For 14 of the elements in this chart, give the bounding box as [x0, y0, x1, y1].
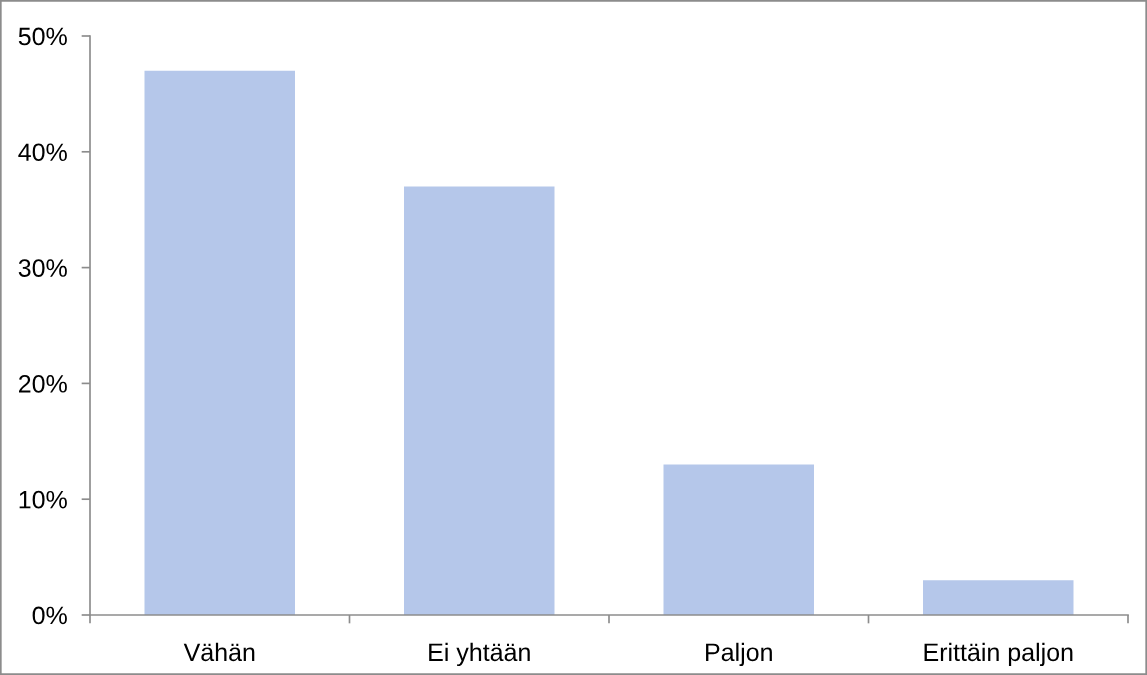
x-tick-label: Paljon — [706, 642, 772, 667]
x-tick-label: Erittäin paljon — [924, 642, 1073, 667]
y-tick-label: 50% — [18, 27, 67, 46]
x-tick-label: Ei yhtään — [429, 642, 530, 667]
bar — [403, 186, 555, 615]
x-tick-label: Vähän — [183, 642, 255, 662]
y-tick-label: 30% — [18, 259, 67, 277]
bar — [922, 580, 1074, 615]
y-tick-label: 0% — [32, 606, 67, 625]
bar — [663, 464, 814, 615]
y-tick-label: 40% — [18, 143, 67, 162]
bar — [144, 70, 295, 615]
y-tick-label: 20% — [19, 375, 67, 393]
y-tick-label: 10% — [19, 490, 67, 509]
